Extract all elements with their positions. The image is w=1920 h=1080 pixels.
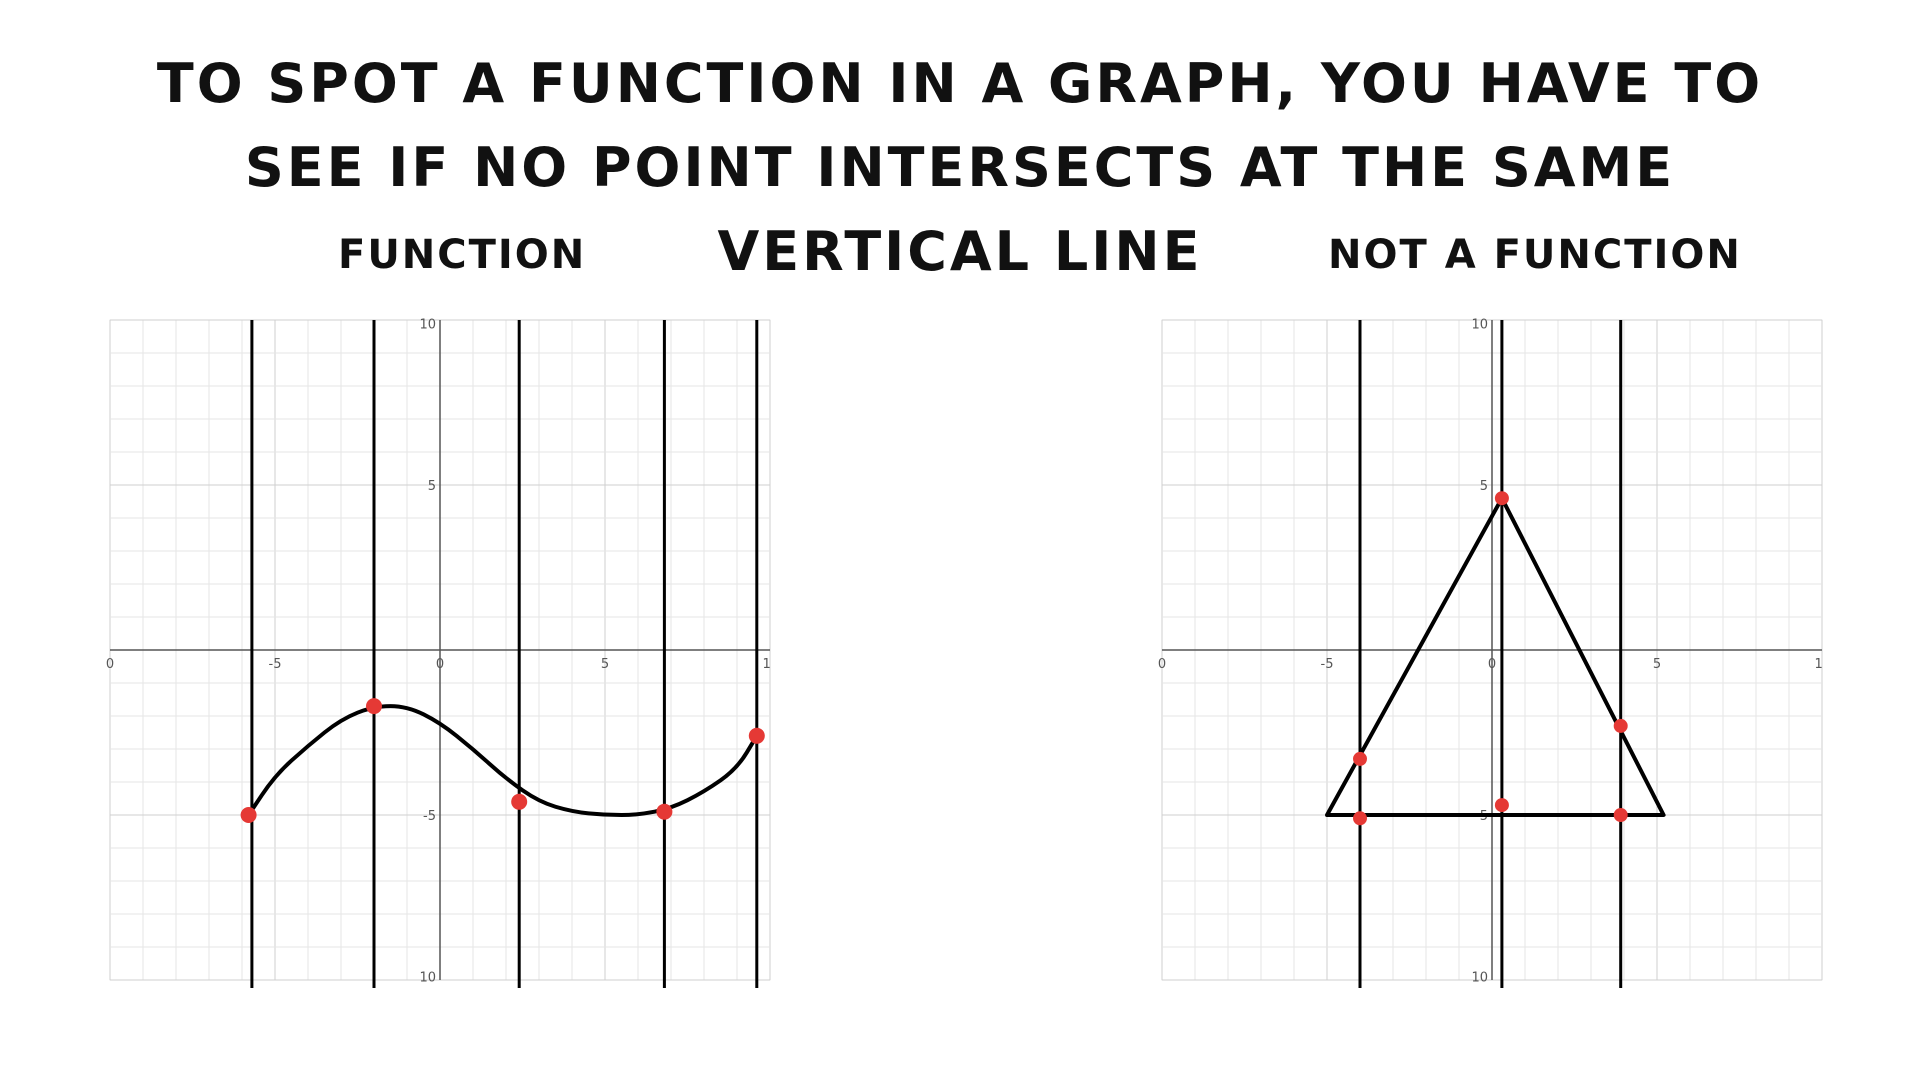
x-tick-label: 0 — [1158, 657, 1166, 672]
y-tick-label: 5 — [1480, 479, 1488, 494]
y-tick-label: 10 — [419, 317, 436, 332]
intersection-point — [511, 793, 528, 810]
intersection-point — [240, 807, 257, 823]
y-tick-label: 5 — [428, 479, 436, 494]
x-tick-label: 0 — [436, 657, 444, 672]
triangle-shape — [1325, 496, 1666, 817]
x-tick-label: 5 — [601, 657, 609, 672]
intersection-point — [748, 727, 765, 744]
x-tick-label: 1 — [1815, 657, 1823, 672]
x-tick-label: -5 — [1321, 657, 1334, 672]
x-tick-label: 5 — [1653, 657, 1661, 672]
intersection-point — [1613, 718, 1628, 733]
y-tick-label: 10 — [1471, 317, 1488, 332]
page-heading: To spot a function in a graph, you have … — [156, 52, 1764, 283]
intersection-point — [1494, 491, 1509, 506]
intersection-point — [1353, 811, 1367, 826]
intersection-point — [1613, 808, 1628, 822]
function-label: Function — [338, 232, 587, 278]
function-graph: 0 -5 0 5 1 10 5 -5 10 — [106, 317, 771, 988]
not-function-label: not a function — [1328, 232, 1742, 278]
x-tick-label: 0 — [106, 657, 114, 672]
y-tick-label: -5 — [423, 809, 436, 824]
intersection-point — [1494, 798, 1509, 813]
intersection-point — [656, 803, 673, 820]
y-tick-label: 10 — [1471, 971, 1488, 986]
x-tick-label: 1 — [763, 657, 771, 672]
intersection-point — [366, 698, 382, 715]
y-tick-label: 10 — [419, 971, 436, 986]
intersection-point — [1353, 751, 1367, 766]
x-tick-label: 0 — [1488, 657, 1496, 672]
x-tick-label: -5 — [269, 657, 282, 672]
